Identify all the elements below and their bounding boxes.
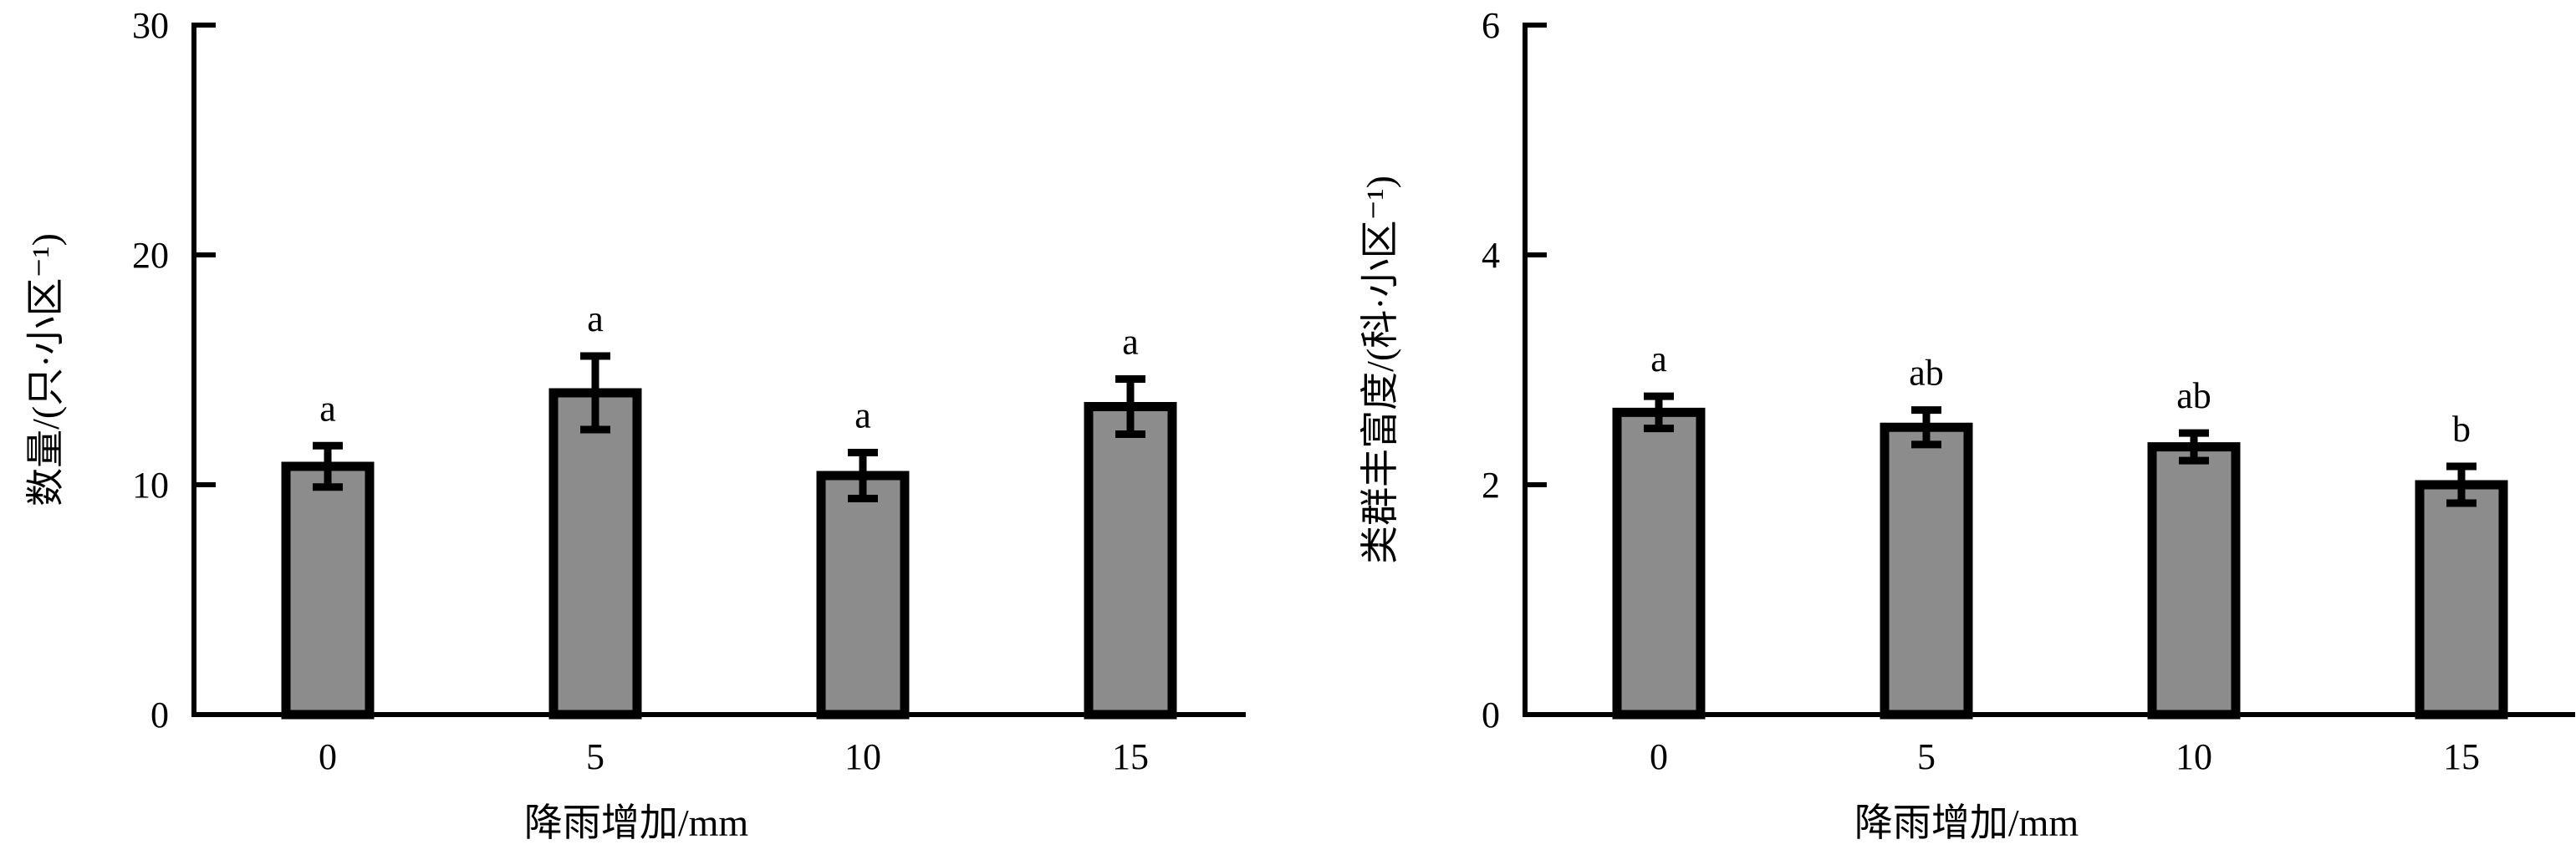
bar-15 [2415, 480, 2508, 720]
bar-15 [1084, 402, 1177, 720]
x-tick-label-5: 5 [1917, 736, 1936, 777]
significance-labels: a a a a [319, 298, 1139, 436]
x-tick-label-0: 0 [1650, 736, 1668, 777]
significance-label-15: a [1122, 322, 1139, 363]
bar-5 [548, 388, 642, 720]
chart-right: 0 2 4 6 0 5 10 15 a ab ab b 降雨增加/mm 类群丰富度/(科·小区⁻¹… [1359, 5, 2575, 844]
bar-10 [2147, 442, 2241, 720]
y-tick-label-0: 0 [150, 695, 169, 735]
significance-label-10: ab [2176, 375, 2211, 416]
x-tick-label-0: 0 [319, 736, 337, 777]
significance-label-5: a [587, 298, 604, 339]
significance-label-10: a [854, 395, 871, 436]
y-tick-label-2: 2 [1482, 465, 1500, 506]
x-tick-label-5: 5 [586, 736, 604, 777]
x-axis-title: 降雨增加/mm [1854, 801, 2079, 844]
bar-0 [1612, 407, 1706, 720]
y-tick-labels: 0 10 20 30 [132, 5, 169, 735]
y-axis-title: 类群丰富度/(科·小区⁻¹) [1359, 176, 1401, 564]
bars-group [281, 352, 1177, 720]
bar-10 [816, 471, 910, 720]
significance-label-5: ab [1909, 353, 1944, 394]
x-tick-label-10: 10 [844, 736, 881, 777]
significance-label-0: a [1650, 338, 1667, 379]
bars-group [1612, 392, 2508, 720]
y-tick-label-10: 10 [132, 465, 169, 506]
y-tick-label-0: 0 [1482, 695, 1500, 735]
significance-label-15: b [2452, 409, 2471, 450]
x-tick-labels: 0 5 10 15 [1650, 736, 2480, 777]
x-tick-label-15: 15 [1112, 736, 1149, 777]
chart-left: 0 10 20 30 0 5 10 15 a a a a 降雨增加/mm 数量/(只·小区⁻¹) [24, 5, 1246, 844]
y-tick-labels: 0 2 4 6 [1482, 5, 1500, 735]
y-tick-label-20: 20 [132, 235, 169, 276]
x-tick-label-10: 10 [2176, 736, 2212, 777]
axes-group [1523, 23, 2575, 717]
y-axis-title: 数量/(只·小区⁻¹) [24, 233, 67, 506]
x-tick-label-15: 15 [2443, 736, 2480, 777]
significance-label-0: a [319, 388, 336, 429]
y-tick-label-6: 6 [1482, 5, 1500, 46]
x-axis-title: 降雨增加/mm [524, 801, 749, 844]
y-tick-label-30: 30 [132, 5, 169, 46]
x-tick-labels: 0 5 10 15 [319, 736, 1149, 777]
axes-group [191, 23, 1246, 717]
y-tick-label-4: 4 [1482, 235, 1500, 276]
significance-labels: a ab ab b [1650, 338, 2471, 450]
bar-5 [1880, 422, 1973, 720]
bar-0 [281, 461, 375, 720]
